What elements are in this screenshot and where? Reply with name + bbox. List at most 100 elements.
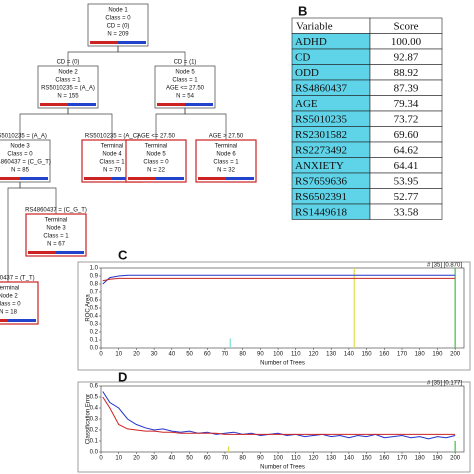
header-text: Score — [393, 20, 418, 32]
plot-area — [100, 385, 465, 453]
x-tick-label: 140 — [344, 456, 355, 462]
node-bar-blue — [226, 177, 254, 180]
x-tick-label: 200 — [450, 352, 461, 358]
y-tick-label: 0.2 — [90, 428, 99, 434]
node-bar-blue — [68, 103, 96, 106]
variable: RS5010235 — [295, 113, 347, 125]
score: 92.87 — [394, 51, 419, 63]
node-text: Node 2 — [0, 294, 18, 300]
x-tick-label: 100 — [273, 352, 284, 358]
x-tick-label: 130 — [326, 456, 337, 462]
y-tick-label: 0.0 — [90, 450, 99, 456]
score: 79.34 — [394, 98, 419, 110]
variable: RS1449618 — [295, 206, 347, 218]
x-tick-label: 30 — [151, 352, 158, 358]
edge-label: RS5010235 = (A_A) — [0, 134, 47, 140]
variable: RS4860437 — [295, 82, 347, 94]
table: Variable Score ADHD 100.00 CD 92.87 ODD 88.92 RS… — [291, 17, 443, 220]
x-tick-label: 100 — [273, 456, 284, 462]
node-text: RS5010235 = (A_A) — [41, 86, 95, 92]
variable: ANXIETY — [295, 160, 344, 172]
x-tick-label: 160 — [379, 456, 390, 462]
y-tick-label: 0.0 — [90, 346, 99, 352]
y-tick-label: 0.2 — [90, 330, 99, 336]
series-line — [102, 391, 456, 440]
y-tick-label: 0.7 — [90, 290, 99, 296]
tree-node — [125, 139, 187, 183]
variable: RS2273492 — [295, 144, 347, 156]
x-tick-label: 180 — [415, 352, 426, 358]
x-tick-label: 70 — [222, 456, 229, 462]
x-tick-label: 160 — [379, 352, 390, 358]
x-tick-label: 90 — [257, 352, 264, 358]
node-bar-red — [0, 177, 20, 180]
score: 88.92 — [394, 67, 419, 79]
edge-label: RS4860437 = (T_T) — [0, 276, 35, 282]
edge-label: RS5010235 = (A_C) — [85, 134, 139, 140]
variable: CD — [295, 51, 310, 63]
x-tick-label: 120 — [308, 456, 319, 462]
node-text: Node 5 — [175, 70, 195, 76]
panel-label: B — [298, 3, 307, 18]
variable: AGE — [295, 98, 318, 110]
series-line — [102, 274, 456, 285]
node-text: N = 209 — [107, 32, 129, 38]
x-tick-label: 40 — [168, 456, 175, 462]
series-line — [102, 396, 456, 435]
series-line — [102, 277, 456, 282]
tree-edge — [117, 46, 186, 66]
node-text: N = 155 — [57, 94, 79, 100]
node-text: Class = 1 — [172, 78, 198, 84]
y-tick-label: 0.4 — [90, 314, 99, 320]
x-tick-label: 120 — [308, 352, 319, 358]
node-text: Node 5 — [146, 152, 166, 158]
header-text: Variable — [296, 20, 333, 32]
y-tick-label: 0.3 — [90, 322, 99, 328]
y-tick-label: 0.5 — [90, 395, 99, 401]
x-tick-label: 110 — [291, 456, 301, 462]
x-tick-label: 130 — [326, 352, 337, 358]
node-bar-red — [157, 103, 185, 106]
tree-edge — [7, 182, 21, 282]
score: 64.41 — [394, 160, 419, 172]
x-tick-label: 190 — [432, 456, 443, 462]
node-text: Class = 1 — [55, 78, 81, 84]
node-text: Terminal — [0, 286, 19, 292]
node-text: Class = 0 — [7, 152, 33, 158]
node-text: Node 2 — [58, 70, 78, 76]
x-tick-label: 170 — [397, 456, 408, 462]
x-tick-label: 20 — [133, 456, 140, 462]
x-tick-label: 60 — [204, 352, 211, 358]
node-text: Terminal — [101, 144, 124, 150]
panel-label: D — [118, 369, 127, 384]
y-axis-label: ROC Area — [86, 294, 92, 322]
node-text: Terminal — [215, 144, 238, 150]
node-text: Terminal — [45, 218, 68, 224]
x-tick-label: 90 — [257, 456, 264, 462]
variable: RS2301582 — [295, 129, 347, 141]
node-text: Class = 0 — [0, 302, 21, 308]
tree-edge — [184, 108, 227, 140]
node-bar-red — [40, 103, 68, 106]
x-tick-label: 110 — [291, 352, 301, 358]
score: 33.58 — [394, 206, 419, 218]
panel-label: C — [118, 247, 128, 262]
x-tick-label: 70 — [222, 352, 229, 358]
x-tick-label: 180 — [415, 456, 426, 462]
x-tick-label: 30 — [151, 456, 158, 462]
annotation: # [35] [0.870] — [427, 263, 462, 269]
x-tick-label: 140 — [344, 352, 355, 358]
node-text: N = 54 — [176, 94, 195, 100]
node-text: N = 32 — [217, 168, 236, 174]
edge-label: CD = (0) — [57, 60, 80, 66]
node-text: CD = (0) — [107, 24, 130, 30]
node-text: N = 70 — [103, 168, 122, 174]
edge-label: CD = (1) — [174, 60, 197, 66]
node-text: Class = 0 — [105, 16, 131, 22]
node-bar-blue — [20, 177, 48, 180]
node-text: N = 85 — [11, 168, 30, 174]
tree-node — [195, 139, 257, 183]
x-tick-label: 50 — [186, 352, 193, 358]
node-bar-red — [84, 177, 112, 180]
y-tick-label: 0.8 — [90, 282, 99, 288]
